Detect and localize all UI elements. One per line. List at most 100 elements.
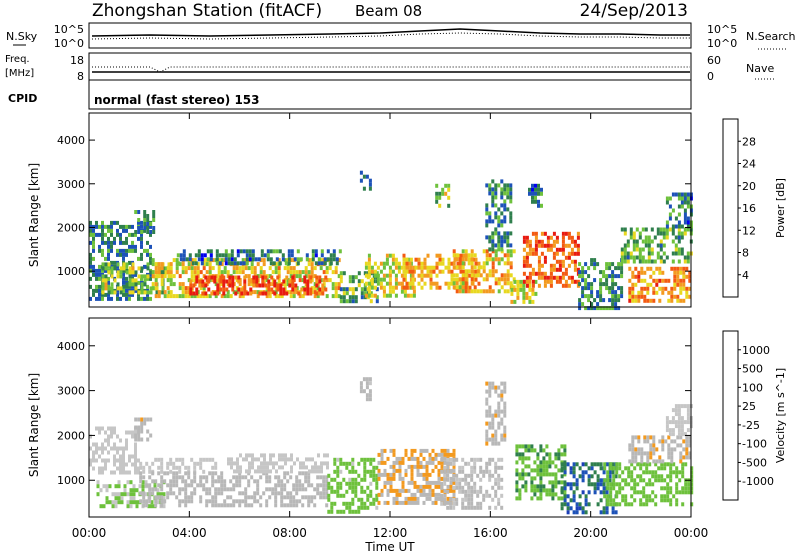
data-cell bbox=[181, 461, 185, 466]
data-cell bbox=[603, 494, 607, 499]
data-cell bbox=[166, 294, 170, 299]
data-cell bbox=[319, 483, 323, 488]
data-cell bbox=[557, 452, 561, 457]
data-cell bbox=[125, 252, 128, 257]
data-cell bbox=[154, 270, 158, 275]
data-cell bbox=[298, 487, 302, 492]
data-cell bbox=[122, 292, 125, 297]
data-cell bbox=[563, 498, 567, 503]
data-cell bbox=[467, 485, 471, 490]
data-cell bbox=[321, 291, 325, 296]
data-cell bbox=[388, 285, 392, 290]
data-cell bbox=[675, 466, 679, 471]
data-cell bbox=[645, 502, 649, 507]
data-cell bbox=[351, 279, 355, 284]
data-cell bbox=[419, 460, 423, 465]
data-cell bbox=[329, 253, 333, 258]
data-cell bbox=[543, 259, 547, 264]
data-cell bbox=[245, 257, 249, 262]
data-cell bbox=[672, 470, 676, 475]
data-cell bbox=[282, 279, 286, 284]
data-cell bbox=[217, 491, 221, 496]
data-cell bbox=[497, 235, 501, 240]
data-cell bbox=[649, 266, 653, 271]
colorbar-tick-label: 24 bbox=[742, 158, 756, 171]
data-cell bbox=[266, 253, 270, 258]
data-cell bbox=[398, 492, 402, 497]
data-cell bbox=[611, 270, 615, 275]
data-cell bbox=[377, 500, 381, 505]
data-cell bbox=[187, 465, 191, 470]
data-cell bbox=[360, 295, 364, 300]
data-cell bbox=[455, 285, 459, 290]
data-cell bbox=[314, 261, 318, 266]
data-cell bbox=[458, 465, 462, 470]
data-cell bbox=[313, 274, 317, 279]
data-cell bbox=[146, 240, 149, 245]
data-cell bbox=[157, 262, 161, 267]
data-cell bbox=[217, 278, 221, 283]
data-cell bbox=[166, 278, 170, 283]
data-cell bbox=[429, 277, 433, 282]
data-cell bbox=[659, 259, 663, 264]
data-cell bbox=[549, 263, 553, 268]
data-cell bbox=[452, 457, 456, 462]
data-cell bbox=[140, 224, 143, 229]
data-cell bbox=[633, 478, 637, 483]
data-cell bbox=[89, 220, 92, 225]
data-cell bbox=[113, 446, 116, 451]
data-cell bbox=[342, 509, 346, 514]
data-cell bbox=[357, 271, 361, 276]
data-cell bbox=[279, 291, 283, 296]
data-cell bbox=[441, 269, 445, 274]
data-cell bbox=[503, 253, 507, 258]
data-cell bbox=[540, 239, 544, 244]
data-cell bbox=[645, 470, 649, 475]
data-cell bbox=[129, 492, 133, 497]
data-cell bbox=[557, 468, 561, 473]
data-cell bbox=[447, 285, 451, 290]
data-cell bbox=[420, 277, 424, 282]
data-cell bbox=[375, 271, 379, 276]
data-cell bbox=[369, 473, 373, 478]
data-cell bbox=[313, 282, 317, 287]
data-cell bbox=[485, 257, 489, 262]
data-cell bbox=[554, 480, 558, 485]
data-cell bbox=[192, 283, 196, 288]
data-cell bbox=[214, 294, 218, 299]
data-cell bbox=[631, 435, 635, 440]
data-cell bbox=[623, 247, 627, 252]
data-cell bbox=[479, 485, 483, 490]
data-cell bbox=[107, 236, 110, 241]
data-cell bbox=[539, 480, 543, 485]
data-cell bbox=[92, 450, 95, 455]
data-cell bbox=[640, 266, 644, 271]
data-cell bbox=[348, 287, 352, 292]
data-cell bbox=[560, 444, 564, 449]
data-cell bbox=[354, 469, 358, 474]
data-cell bbox=[119, 462, 122, 467]
data-cell bbox=[422, 476, 426, 481]
data-cell bbox=[339, 299, 343, 304]
data-cell bbox=[500, 421, 504, 426]
data-cell bbox=[685, 455, 689, 460]
data-cell bbox=[295, 475, 299, 480]
data-cell bbox=[274, 270, 278, 275]
data-region bbox=[485, 381, 507, 446]
data-cell bbox=[435, 183, 439, 188]
data-cell bbox=[116, 296, 119, 301]
data-cell bbox=[658, 286, 662, 291]
data-cell bbox=[530, 496, 534, 501]
data-cell bbox=[199, 457, 203, 462]
data-cell bbox=[178, 286, 182, 291]
data-cell bbox=[676, 274, 680, 279]
data-cell bbox=[578, 502, 582, 507]
data-cell bbox=[606, 478, 610, 483]
data-cell bbox=[491, 269, 495, 274]
data-cell bbox=[308, 469, 311, 474]
data-cell bbox=[438, 261, 442, 266]
data-cell bbox=[437, 460, 441, 465]
data-cell bbox=[634, 459, 638, 464]
data-cell bbox=[175, 270, 179, 275]
